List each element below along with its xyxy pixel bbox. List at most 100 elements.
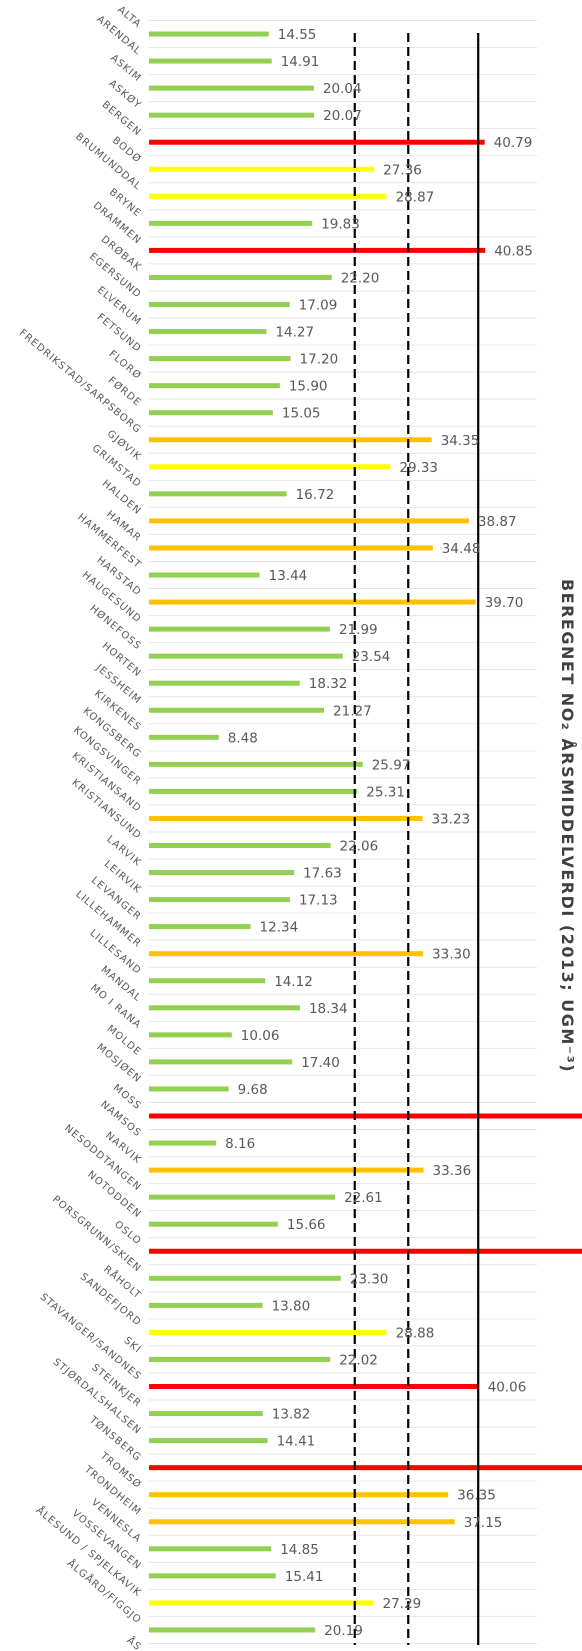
bar — [149, 1627, 316, 1633]
data-label: 8.48 — [228, 730, 258, 746]
bar — [149, 1194, 336, 1200]
bar — [149, 31, 269, 37]
bar — [149, 1492, 449, 1498]
bar — [149, 1600, 374, 1606]
data-label: 22.20 — [341, 270, 380, 286]
bar — [149, 897, 290, 903]
data-label: 23.54 — [352, 649, 391, 665]
bar — [149, 870, 295, 876]
bar — [149, 410, 273, 416]
data-label: 22.06 — [340, 839, 379, 855]
data-label: 21.27 — [333, 703, 372, 719]
data-label: 18.32 — [309, 676, 348, 692]
data-label: 17.13 — [299, 893, 338, 909]
data-label: 33.36 — [433, 1163, 472, 1179]
bar — [149, 761, 363, 767]
bar — [149, 491, 287, 497]
bar — [149, 707, 325, 713]
bar — [149, 166, 375, 172]
data-label: 39.70 — [485, 595, 524, 611]
data-label: 14.91 — [281, 54, 320, 70]
data-label: 22.02 — [339, 1352, 378, 1368]
data-label: 22.61 — [344, 1190, 383, 1206]
bar — [149, 518, 469, 524]
bar — [149, 1113, 582, 1119]
data-label: 20.04 — [323, 81, 362, 97]
data-label: 8.16 — [225, 1136, 255, 1152]
data-label: 33.23 — [431, 811, 470, 827]
bar — [149, 572, 260, 578]
data-label: 14.41 — [277, 1434, 316, 1450]
data-label: 40.79 — [494, 135, 533, 151]
data-label: 17.09 — [299, 298, 338, 314]
bar — [149, 1546, 272, 1552]
data-label: 16.72 — [296, 487, 335, 503]
bar — [149, 788, 358, 794]
bar — [149, 356, 291, 362]
data-label: 28.88 — [396, 1325, 435, 1341]
data-label: 13.44 — [269, 568, 308, 584]
category-label: SKI — [122, 1335, 144, 1356]
gridlines — [149, 19, 537, 1644]
bar — [149, 924, 251, 930]
bar — [149, 951, 424, 957]
category-label: ÅS — [124, 1634, 144, 1651]
data-label: 36.35 — [457, 1488, 496, 1504]
data-label: 13.80 — [272, 1298, 311, 1314]
data-label: 12.34 — [260, 920, 299, 936]
data-label: 21.99 — [339, 622, 378, 638]
bar — [149, 653, 343, 659]
bar — [149, 1221, 278, 1227]
bar — [149, 815, 423, 821]
bar — [149, 1140, 217, 1146]
data-label: 15.41 — [285, 1569, 324, 1585]
data-label: 9.68 — [238, 1082, 268, 1098]
bar — [149, 1356, 331, 1362]
bar — [149, 112, 315, 118]
bar — [149, 247, 486, 253]
bar — [149, 1329, 387, 1335]
data-label: 28.87 — [396, 189, 435, 205]
data-label: 14.55 — [278, 27, 317, 43]
data-label: 17.63 — [303, 866, 342, 882]
reference-lines — [353, 33, 480, 1645]
bar — [149, 1059, 293, 1065]
data-label: 34.48 — [442, 541, 481, 557]
bar — [149, 383, 280, 389]
bar — [149, 1302, 263, 1308]
bar — [149, 1384, 479, 1389]
bar — [149, 1275, 341, 1281]
bar — [149, 599, 476, 605]
bar — [149, 193, 387, 199]
bar — [149, 139, 485, 145]
bar — [149, 437, 432, 443]
data-label: 37.15 — [464, 1515, 503, 1531]
data-label: 20.07 — [323, 108, 362, 124]
data-label: 25.31 — [366, 784, 405, 800]
data-label: 23.30 — [350, 1271, 389, 1287]
data-label: 13.82 — [272, 1407, 311, 1423]
bar — [149, 329, 267, 335]
data-label: 34.35 — [441, 433, 480, 449]
data-label: 33.30 — [432, 947, 471, 963]
bar — [149, 58, 272, 64]
bar — [149, 1465, 582, 1471]
data-label: 19.83 — [321, 216, 360, 232]
data-label: 18.34 — [309, 1001, 348, 1017]
data-label: 14.12 — [274, 974, 313, 990]
bar — [149, 1032, 232, 1038]
data-label: 15.66 — [287, 1217, 326, 1233]
data-label: 40.85 — [494, 243, 533, 259]
data-label: 14.27 — [275, 325, 314, 341]
bar — [149, 1086, 229, 1092]
bar — [149, 1248, 582, 1254]
data-label: 29.33 — [399, 460, 438, 476]
bar — [149, 1519, 455, 1525]
data-label: 27.36 — [383, 162, 422, 178]
category-labels: ALTAARENDALASKIMASKØYBERGENBODØBRUMUNDDA… — [17, 4, 145, 1651]
bar — [149, 1167, 424, 1173]
data-label: 25.97 — [372, 757, 411, 773]
data-label: 27.29 — [383, 1596, 422, 1612]
